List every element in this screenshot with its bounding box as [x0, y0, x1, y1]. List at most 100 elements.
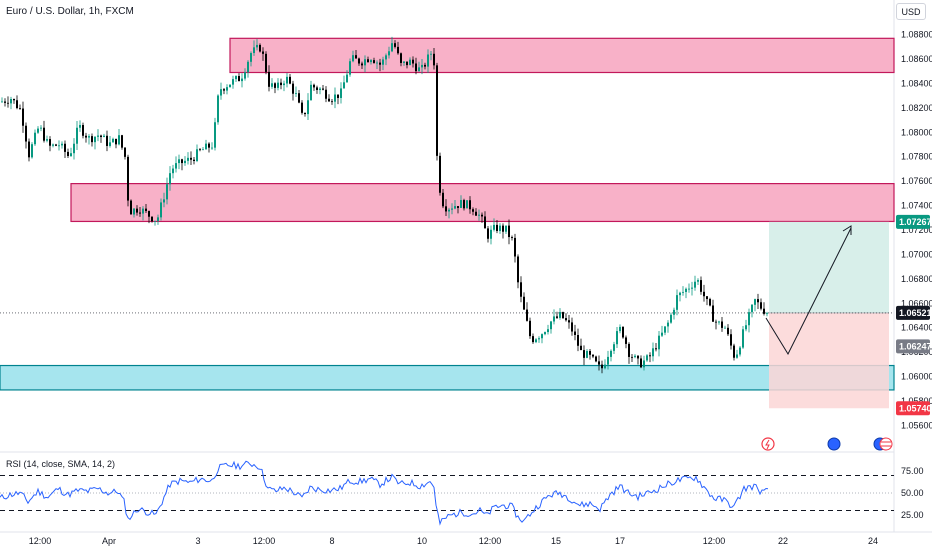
candle-body — [580, 345, 582, 351]
candle-body — [619, 326, 621, 332]
price-tick-label: 1.05600 — [901, 420, 932, 430]
candle-body — [499, 225, 501, 231]
candle-body — [568, 320, 570, 323]
candle-body — [676, 295, 678, 310]
time-tick-label: 22 — [778, 536, 788, 546]
candle-body — [37, 128, 39, 133]
price-tick-label: 1.08000 — [901, 127, 932, 137]
candle-body — [547, 329, 549, 333]
candle-body — [118, 135, 120, 145]
price-tick-label: 1.08800 — [901, 30, 932, 40]
candle-body — [328, 98, 330, 102]
time-tick-label: 12:00 — [703, 536, 726, 546]
candle-body — [565, 318, 567, 321]
candle-body — [526, 309, 528, 321]
candle-body — [589, 351, 591, 355]
candle-body — [289, 76, 291, 84]
candle-body — [211, 147, 213, 149]
candle-body — [46, 139, 48, 141]
rsi-line — [0, 460, 769, 526]
candle-body — [133, 208, 135, 215]
candle-body — [613, 344, 615, 351]
candle-body — [766, 313, 768, 315]
candle-body — [481, 214, 483, 217]
candle-body — [151, 216, 153, 222]
candle-body — [514, 237, 516, 257]
price-tick-label: 1.06600 — [901, 298, 932, 308]
candle-body — [721, 321, 723, 328]
candle-body — [271, 83, 273, 87]
candle-body — [445, 206, 447, 212]
candle-body — [667, 322, 669, 327]
candle-body — [697, 280, 699, 282]
candle-body — [100, 135, 102, 138]
candle-body — [145, 208, 147, 212]
candle-body — [79, 125, 81, 128]
candle-body — [349, 61, 351, 75]
candle-body — [376, 62, 378, 64]
candle-body — [130, 200, 132, 215]
time-tick-label: 15 — [551, 536, 561, 546]
candle-body — [25, 125, 27, 142]
candle-body — [163, 199, 165, 203]
candle-body — [67, 151, 69, 157]
candle-body — [397, 46, 399, 54]
candle-body — [202, 149, 204, 151]
candle-body — [28, 141, 30, 158]
projection-price-label: 1.06247 — [899, 341, 932, 351]
candle-body — [109, 142, 111, 146]
candle-body — [262, 51, 264, 54]
candle-body — [622, 326, 624, 338]
candle-body — [76, 127, 78, 144]
candle-body — [748, 312, 750, 326]
candle-body — [139, 212, 141, 214]
candle-body — [490, 229, 492, 239]
candle-body — [763, 308, 765, 314]
candle-body — [199, 149, 201, 151]
projection-price-badge — [896, 339, 930, 354]
candle-body — [277, 82, 279, 88]
candle-body — [442, 192, 444, 207]
candle-body — [259, 44, 261, 52]
event-us-flag-icon — [879, 437, 893, 451]
target-price-label: 1.07267 — [899, 217, 932, 227]
candle-body — [742, 329, 744, 348]
candle-body — [340, 88, 342, 98]
price-axis[interactable]: 1.08800 1.08600 1.08400 1.08200 1.08000 1.078… — [901, 30, 932, 431]
candle-body — [478, 214, 480, 216]
candle-body — [754, 299, 756, 305]
candle-body — [517, 256, 519, 283]
candle-body — [40, 127, 42, 129]
candle-body — [598, 361, 600, 365]
candle-body — [685, 288, 687, 292]
candle-body — [631, 356, 633, 358]
candle-body — [643, 360, 645, 368]
candle-body — [1, 101, 3, 103]
time-tick-label: 10 — [417, 536, 427, 546]
candle-body — [451, 208, 453, 210]
candle-body — [712, 305, 714, 322]
lightning-glyph — [765, 439, 770, 450]
candle-body — [226, 87, 228, 91]
candle-body — [181, 159, 183, 164]
candle-body — [307, 100, 309, 115]
candle-body — [658, 335, 660, 350]
candle-body — [97, 135, 99, 137]
price-tick-label: 1.07800 — [901, 152, 932, 162]
currency-button[interactable]: USD — [896, 3, 926, 20]
candles-layer — [1, 36, 768, 374]
rsi-indicator-label[interactable]: RSI (14, close, SMA, 14, 2) — [6, 459, 115, 469]
candle-body — [172, 168, 174, 174]
candle-body — [280, 82, 282, 86]
candle-body — [187, 157, 189, 161]
candle-body — [43, 127, 45, 141]
candle-body — [184, 160, 186, 164]
candle-body — [382, 59, 384, 65]
time-axis[interactable]: 12:00 Apr 3 12:00 8 10 12:00 15 17 12:00 22 24 — [29, 536, 878, 546]
candle-body — [655, 348, 657, 350]
candle-body — [388, 51, 390, 56]
candle-body — [475, 211, 477, 216]
candle-body — [331, 101, 333, 103]
candle-body — [466, 200, 468, 209]
